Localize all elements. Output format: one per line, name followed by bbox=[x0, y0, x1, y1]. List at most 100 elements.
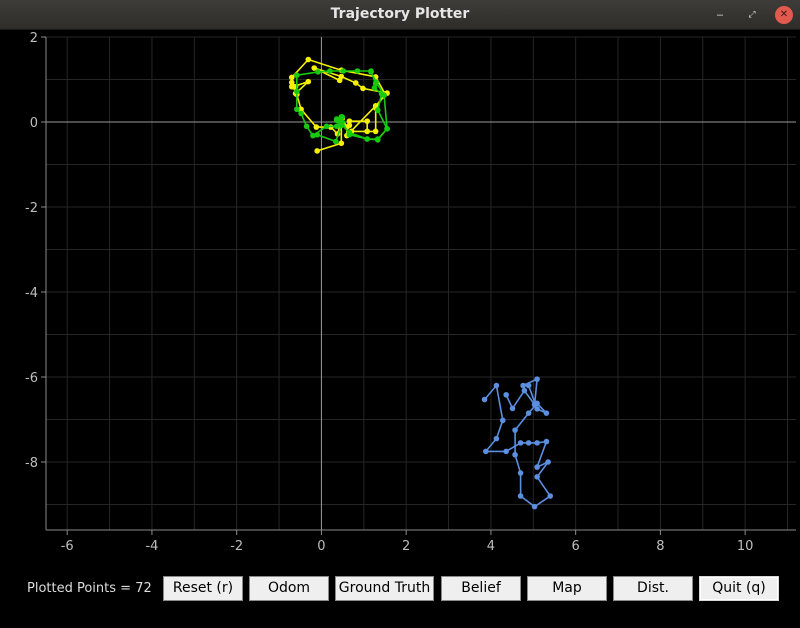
odom-trajectory-point bbox=[305, 78, 312, 85]
ground-truth-trajectory-point bbox=[294, 88, 300, 95]
belief-trajectory-point bbox=[534, 464, 540, 470]
y-tick-label: 0 bbox=[30, 116, 38, 131]
odom-trajectory-point bbox=[352, 80, 359, 86]
ground-truth-trajectory-point bbox=[340, 68, 347, 74]
ground-truth-trajectory-line bbox=[295, 70, 389, 143]
y-tick-label: -8 bbox=[25, 456, 38, 471]
quit-button[interactable]: Quit (q) bbox=[699, 576, 779, 601]
belief-trajectory-point bbox=[534, 440, 540, 446]
ground-truth-trajectory-point bbox=[333, 138, 339, 145]
odom-trajectory-point bbox=[288, 74, 295, 81]
x-tick-label: 4 bbox=[487, 539, 495, 554]
belief-trajectory-point bbox=[493, 435, 500, 442]
ground-truth-button[interactable]: Ground Truth bbox=[335, 576, 434, 601]
belief-trajectory-point bbox=[543, 410, 550, 416]
maximize-icon[interactable]: ⤢ bbox=[748, 10, 756, 20]
odom-trajectory-point bbox=[372, 128, 379, 135]
odom-trajectory-point bbox=[336, 77, 343, 84]
y-tick-label: -4 bbox=[25, 286, 38, 301]
ground-truth-trajectory-point bbox=[327, 68, 333, 74]
x-tick-label: 6 bbox=[572, 539, 580, 554]
ground-truth-trajectory-point bbox=[371, 85, 378, 91]
ground-truth-trajectory-point bbox=[374, 107, 381, 113]
y-tick-label: 2 bbox=[30, 31, 38, 46]
x-tick-label: 10 bbox=[737, 539, 754, 554]
ground-truth-trajectory-point bbox=[346, 131, 353, 138]
odom-button[interactable]: Odom bbox=[249, 576, 329, 601]
ground-truth-trajectory-point bbox=[381, 92, 387, 99]
belief-trajectory-point bbox=[483, 448, 489, 455]
belief-trajectory-point bbox=[534, 406, 540, 412]
x-tick-label: -4 bbox=[145, 539, 158, 554]
ground-truth-trajectory-point bbox=[315, 69, 321, 75]
title-bar[interactable]: Trajectory Plotter ‒ ⤢ ✕ bbox=[0, 0, 800, 30]
odom-trajectory-point bbox=[305, 56, 312, 63]
close-icon[interactable]: ✕ bbox=[775, 6, 793, 24]
ground-truth-trajectory-point bbox=[368, 69, 374, 75]
ground-truth-trajectory-point bbox=[339, 119, 345, 125]
odom-trajectory-point bbox=[298, 106, 304, 113]
map-button[interactable]: Map bbox=[527, 576, 607, 601]
window-title: Trajectory Plotter bbox=[330, 6, 470, 22]
ground-truth-trajectory-point bbox=[294, 106, 300, 113]
odom-trajectory-point bbox=[313, 124, 320, 130]
odom-trajectory-point bbox=[290, 83, 296, 90]
ground-truth-trajectory-point bbox=[374, 137, 381, 143]
belief-trajectory-point bbox=[512, 451, 518, 458]
belief-trajectory-point bbox=[531, 503, 538, 510]
minimize-icon[interactable]: ‒ bbox=[716, 8, 724, 21]
belief-trajectory-point bbox=[531, 401, 538, 408]
odom-trajectory-point bbox=[314, 148, 320, 154]
odom-trajectory-point bbox=[288, 79, 295, 86]
x-tick-label: -6 bbox=[61, 539, 74, 554]
belief-trajectory-line bbox=[483, 377, 552, 508]
ground-truth-trajectory-point bbox=[364, 136, 370, 142]
belief-trajectory-point bbox=[509, 405, 516, 412]
x-tick-label: 0 bbox=[317, 539, 325, 554]
ground-truth-trajectory-point bbox=[314, 131, 320, 138]
ground-truth-trajectory-point bbox=[373, 79, 379, 85]
belief-trajectory-point bbox=[525, 410, 532, 416]
ground-truth-trajectory-point bbox=[294, 72, 300, 79]
belief-trajectory-point bbox=[543, 438, 550, 445]
ground-truth-trajectory-point bbox=[303, 123, 310, 130]
belief-trajectory-point bbox=[525, 382, 532, 389]
odom-trajectory-point bbox=[346, 118, 353, 124]
odom-trajectory-point bbox=[372, 103, 379, 109]
belief-trajectory-point bbox=[493, 382, 500, 389]
dist-button[interactable]: Dist. bbox=[613, 576, 693, 601]
reset-button[interactable]: Reset (r) bbox=[163, 576, 243, 601]
y-tick-label: -2 bbox=[25, 201, 38, 216]
belief-trajectory-point bbox=[517, 493, 524, 499]
x-tick-label: -2 bbox=[230, 539, 243, 554]
belief-trajectory-point bbox=[517, 470, 524, 476]
belief-trajectory-point bbox=[521, 387, 528, 394]
odom-trajectory-point bbox=[311, 65, 318, 71]
trajectory-plot[interactable]: -6 -4 -2 0 2 4 6 8 10 -8 -6 -4 -2 0 2 bbox=[0, 29, 800, 570]
y-tick-label: -6 bbox=[25, 371, 38, 386]
belief-button[interactable]: Belief bbox=[441, 576, 521, 601]
odom-trajectory-point bbox=[360, 85, 366, 92]
x-tick-label: 2 bbox=[402, 539, 410, 554]
ground-truth-trajectory-point bbox=[384, 126, 390, 132]
belief-trajectory-point bbox=[517, 440, 524, 446]
belief-trajectory-point bbox=[545, 459, 551, 465]
belief-trajectory-point bbox=[512, 427, 518, 433]
ground-truth-trajectory-point bbox=[333, 123, 340, 130]
ground-truth-trajectory-point bbox=[310, 132, 316, 139]
x-tick-label: 8 bbox=[656, 539, 664, 554]
belief-trajectory-point bbox=[520, 382, 526, 389]
belief-trajectory-point bbox=[525, 440, 532, 446]
belief-trajectory-point bbox=[547, 493, 554, 499]
ground-truth-trajectory-point bbox=[354, 68, 361, 74]
belief-trajectory-point bbox=[503, 392, 509, 398]
belief-trajectory-point bbox=[534, 376, 540, 382]
ground-truth-trajectory-point bbox=[333, 116, 340, 122]
belief-trajectory-point bbox=[534, 474, 540, 480]
belief-trajectory-point bbox=[481, 396, 488, 403]
odom-trajectory-point bbox=[338, 140, 345, 147]
odom-trajectory-point bbox=[364, 118, 370, 124]
ground-truth-trajectory-point bbox=[298, 110, 304, 117]
ground-truth-trajectory-point bbox=[339, 114, 345, 120]
